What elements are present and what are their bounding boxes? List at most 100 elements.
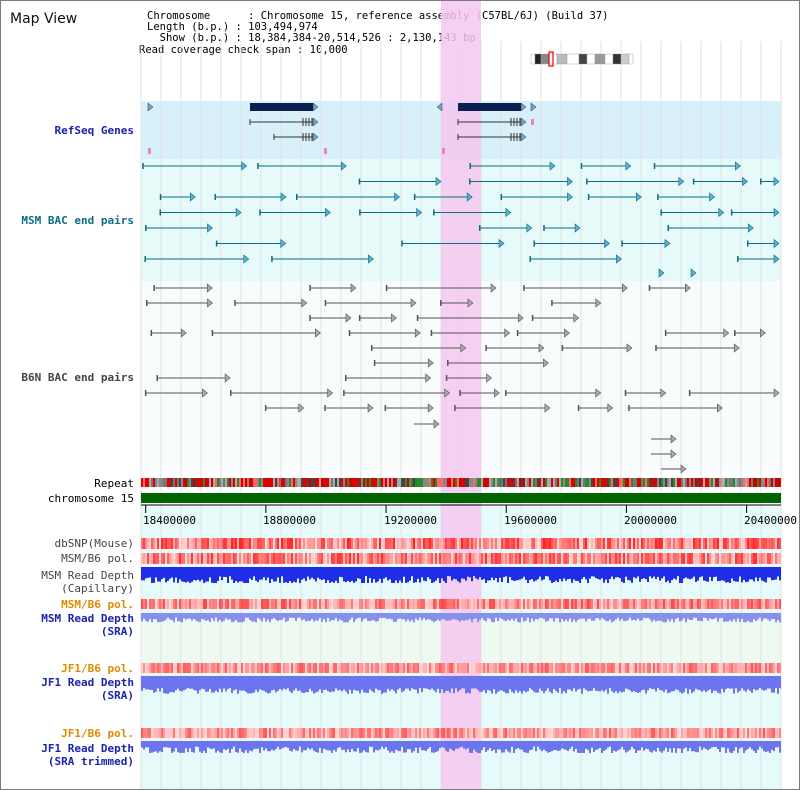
msm-sra-depth [627,613,629,621]
jf1-pol-heat [347,663,349,673]
jf1-sra-depth [485,676,487,694]
jf1-pol-heat [689,728,691,738]
track-label-msm-depth-capillary[interactable]: MSM Read Depth [41,569,134,582]
msm-pol-heat [615,599,617,609]
repeat-element [275,478,277,487]
msm-pol-heat [173,599,175,609]
track-label-msm-depth-sra[interactable]: MSM Read Depth [41,612,134,625]
jf1-trimmed-depth [663,741,665,751]
msm-pol-heat [715,599,717,609]
msm-sra-depth [579,613,581,619]
jf1-pol-heat [587,728,589,738]
repeat-element [343,478,345,487]
msm-capillary-depth [217,567,219,581]
msm-pol-heat [189,599,191,609]
msm-capillary-depth [625,567,627,577]
track-label-jf1-depth-sra[interactable]: JF1 Read Depth [41,676,134,689]
msm-sra-depth [723,613,725,622]
msm-capillary-depth [607,567,609,583]
msm-pol-heat [593,553,595,564]
jf1-sra-depth [457,676,459,692]
msm-pol-heat [533,599,535,609]
dbsnp-heat [315,538,317,549]
track-label-jf1-depth-trimmed[interactable]: JF1 Read Depth [41,742,134,755]
msm-pol-heat [753,599,755,609]
jf1-pol-heat [621,728,623,738]
track-label-refseq[interactable]: RefSeq Genes [54,124,134,137]
jf1-sra-depth [631,676,633,693]
jf1-pol-heat [417,728,419,738]
repeat-element [689,478,691,487]
dbsnp-heat [155,538,157,549]
msm-pol-heat [651,599,653,609]
jf1-pol-heat [303,663,305,673]
dbsnp-heat [767,538,769,549]
msm-pol-heat [777,599,779,609]
msm-capillary-depth [533,567,535,582]
jf1-trimmed-depth [603,741,605,751]
msm-sra-depth [583,613,585,619]
dbsnp-heat [639,538,641,549]
jf1-trimmed-depth [709,741,711,750]
jf1-pol-heat [699,728,701,738]
dbsnp-heat [517,538,519,549]
msm-pol-heat [191,599,193,609]
jf1-sra-depth [253,676,255,693]
repeat-element [739,478,741,487]
jf1-trimmed-depth [665,741,667,748]
msm-capillary-depth [327,567,329,581]
jf1-pol-heat [581,728,583,738]
msm-capillary-depth [501,567,503,583]
jf1-pol-heat [635,663,637,673]
msm-pol-heat [317,599,319,609]
snp-mark [531,119,534,125]
jf1-pol-heat [381,728,383,738]
track-label-jf1-b6-pol-2[interactable]: JF1/B6 pol. [61,727,134,740]
repeat-element [365,478,367,487]
jf1-trimmed-depth [295,741,297,751]
msm-capillary-depth [317,567,319,578]
dbsnp-heat [723,538,725,549]
msm-pol-heat [545,553,547,564]
jf1-sra-depth [711,676,713,693]
track-label-msm-bac[interactable]: MSM BAC end pairs [21,214,134,227]
track-label-jf1-b6-pol[interactable]: JF1/B6 pol. [61,662,134,675]
jf1-trimmed-depth [145,741,147,748]
track-label-msm-b6-pol-2[interactable]: MSM/B6 pol. [61,598,134,611]
dbsnp-heat [663,538,665,549]
repeat-element [437,478,439,487]
msm-pol-heat [505,599,507,609]
msm-sra-depth [273,613,275,618]
jf1-pol-heat [665,728,667,738]
track-label-dbsnp[interactable]: dbSNP(Mouse) [54,537,134,550]
b6n-bac-arrow [670,434,677,444]
msm-pol-heat [737,553,739,564]
msm-pol-heat [163,599,165,609]
jf1-pol-heat [401,663,403,673]
jf1-sra-depth [717,676,719,693]
jf1-sra-depth [559,676,561,689]
jf1-pol-heat [579,663,581,673]
jf1-trimmed-depth [245,741,247,751]
jf1-pol-heat [267,663,269,673]
jf1-pol-heat [295,663,297,673]
repeat-element [265,478,267,487]
msm-capillary-depth [461,567,463,579]
msm-pol-heat [331,553,333,564]
track-label-msm-b6-pol[interactable]: MSM/B6 pol. [61,552,134,565]
msm-capillary-depth [587,567,589,583]
track-label-b6n-bac[interactable]: B6N BAC end pairs [21,371,134,384]
jf1-pol-heat [259,728,261,738]
jf1-pol-heat [731,663,733,673]
dbsnp-heat [359,538,361,549]
dbsnp-heat [481,538,483,549]
jf1-trimmed-depth [485,741,487,753]
msm-pol-heat [659,599,661,609]
jf1-pol-heat [475,663,477,673]
msm-sra-depth [639,613,641,621]
jf1-pol-heat [211,728,213,738]
repeat-element [227,478,229,487]
dbsnp-heat [681,538,683,549]
jf1-pol-heat [777,728,779,738]
